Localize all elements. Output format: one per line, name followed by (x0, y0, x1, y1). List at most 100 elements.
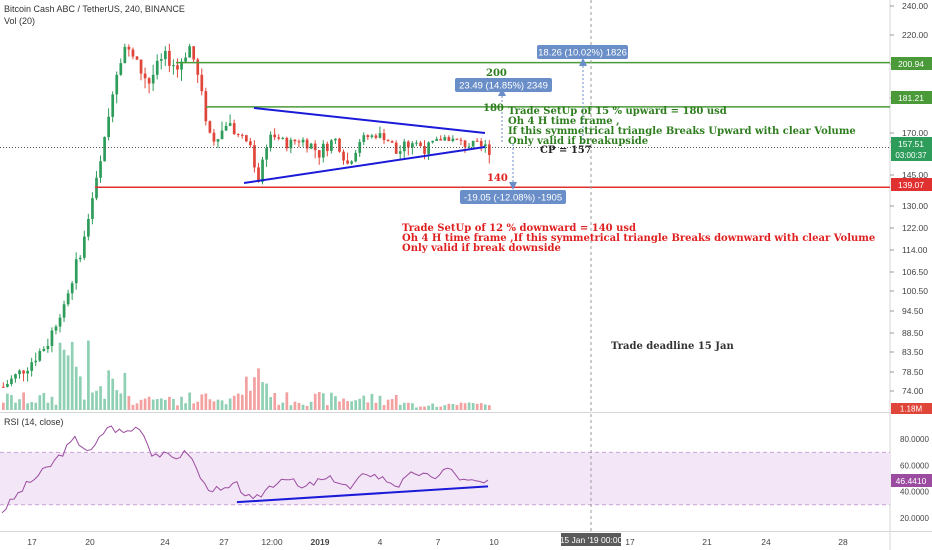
candle-body[interactable] (208, 121, 212, 133)
candle-body[interactable] (107, 116, 110, 138)
measure-box-1[interactable] (537, 45, 628, 59)
candle-body[interactable] (228, 123, 232, 126)
candle-body[interactable] (398, 151, 402, 154)
candle-body[interactable] (38, 351, 42, 361)
candle-body[interactable] (358, 141, 362, 153)
candle-body[interactable] (334, 138, 337, 141)
candle-body[interactable] (455, 138, 459, 140)
candle-body[interactable] (261, 159, 264, 182)
candle-body[interactable] (192, 46, 196, 60)
triangle-upper-line[interactable] (253, 107, 486, 134)
candle-body[interactable] (338, 138, 341, 152)
candle-body[interactable] (378, 133, 382, 138)
candle-body[interactable] (66, 293, 70, 305)
candle-body[interactable] (483, 144, 487, 147)
candle-body[interactable] (42, 348, 46, 352)
candle-body[interactable] (200, 74, 204, 92)
candle-body[interactable] (180, 61, 183, 70)
candle-body[interactable] (249, 141, 252, 146)
candle-body[interactable] (196, 59, 200, 75)
candle-body[interactable] (70, 283, 74, 294)
candle-body[interactable] (273, 134, 277, 138)
candle-body[interactable] (362, 135, 366, 142)
candle-body[interactable] (488, 144, 491, 155)
candle-body[interactable] (382, 133, 386, 141)
candle-body[interactable] (87, 218, 90, 237)
candle-body[interactable] (188, 46, 191, 58)
candle-body[interactable] (435, 138, 439, 141)
candle-body[interactable] (370, 135, 374, 138)
candle-body[interactable] (467, 146, 471, 148)
candle-body[interactable] (257, 167, 260, 182)
main-pane[interactable] (0, 0, 890, 412)
candle-body[interactable] (176, 65, 179, 70)
candle-body[interactable] (232, 123, 236, 135)
rsi-trendline[interactable] (236, 485, 489, 504)
volume-legend[interactable]: Vol (20) (4, 16, 35, 26)
candle-body[interactable] (463, 140, 467, 147)
candle-body[interactable] (111, 94, 115, 117)
candle-body[interactable] (386, 140, 390, 142)
candle-body[interactable] (18, 370, 21, 375)
candle-body[interactable] (62, 304, 66, 318)
candle-body[interactable] (123, 46, 127, 64)
candle-body[interactable] (54, 326, 58, 331)
candle-body[interactable] (22, 370, 25, 374)
candle-body[interactable] (285, 137, 289, 149)
candle-body[interactable] (475, 140, 479, 142)
triangle-lower-line[interactable] (243, 146, 486, 184)
candle-body[interactable] (184, 57, 187, 62)
candle-body[interactable] (135, 56, 139, 60)
candle-body[interactable] (419, 142, 422, 147)
candle-body[interactable] (423, 146, 426, 154)
candle-body[interactable] (172, 65, 175, 67)
candle-body[interactable] (30, 362, 34, 371)
candle-body[interactable] (168, 50, 171, 66)
candle-body[interactable] (479, 141, 483, 147)
candle-body[interactable] (139, 59, 143, 74)
candle-body[interactable] (411, 143, 414, 148)
candle-body[interactable] (91, 198, 94, 219)
candle-body[interactable] (447, 137, 451, 142)
candle-body[interactable] (115, 74, 119, 95)
candle-body[interactable] (402, 141, 406, 152)
candle-body[interactable] (297, 141, 301, 143)
rsi-axis[interactable]: 80.0000 60.0000 40.0000 20.0000 (900, 435, 929, 523)
candle-body[interactable] (415, 142, 418, 144)
rsi-line[interactable] (1, 425, 489, 514)
candle-body[interactable] (301, 139, 305, 143)
candle-body[interactable] (99, 161, 102, 178)
candle-body[interactable] (50, 330, 54, 346)
candle-body[interactable] (143, 73, 147, 79)
candle-body[interactable] (374, 135, 378, 138)
candle-body[interactable] (317, 150, 321, 158)
candle-body[interactable] (212, 132, 216, 142)
candle-body[interactable] (289, 139, 293, 149)
candle-body[interactable] (346, 160, 349, 164)
candle-body[interactable] (269, 134, 272, 149)
candle-body[interactable] (58, 317, 62, 327)
candle-body[interactable] (431, 140, 434, 143)
candle-body[interactable] (321, 143, 325, 158)
candle-body[interactable] (26, 370, 29, 374)
candle-body[interactable] (459, 139, 463, 141)
candle-body[interactable] (155, 60, 159, 75)
candle-body[interactable] (253, 145, 256, 168)
candle-body[interactable] (354, 152, 358, 162)
candle-body[interactable] (204, 91, 208, 122)
candle-body[interactable] (131, 49, 135, 57)
candle-body[interactable] (281, 137, 285, 139)
candle-body[interactable] (74, 259, 78, 284)
candle-body[interactable] (439, 138, 443, 141)
candle-body[interactable] (350, 161, 353, 164)
candle-body[interactable] (103, 137, 106, 162)
candle-body[interactable] (427, 142, 430, 154)
candle-body[interactable] (313, 143, 317, 151)
candle-body[interactable] (147, 78, 151, 84)
candle-body[interactable] (83, 236, 86, 258)
candle-body[interactable] (6, 383, 9, 387)
candle-body[interactable] (127, 46, 131, 50)
candle-body[interactable] (2, 386, 5, 388)
candle-body[interactable] (240, 134, 244, 136)
candle-body[interactable] (277, 137, 281, 139)
